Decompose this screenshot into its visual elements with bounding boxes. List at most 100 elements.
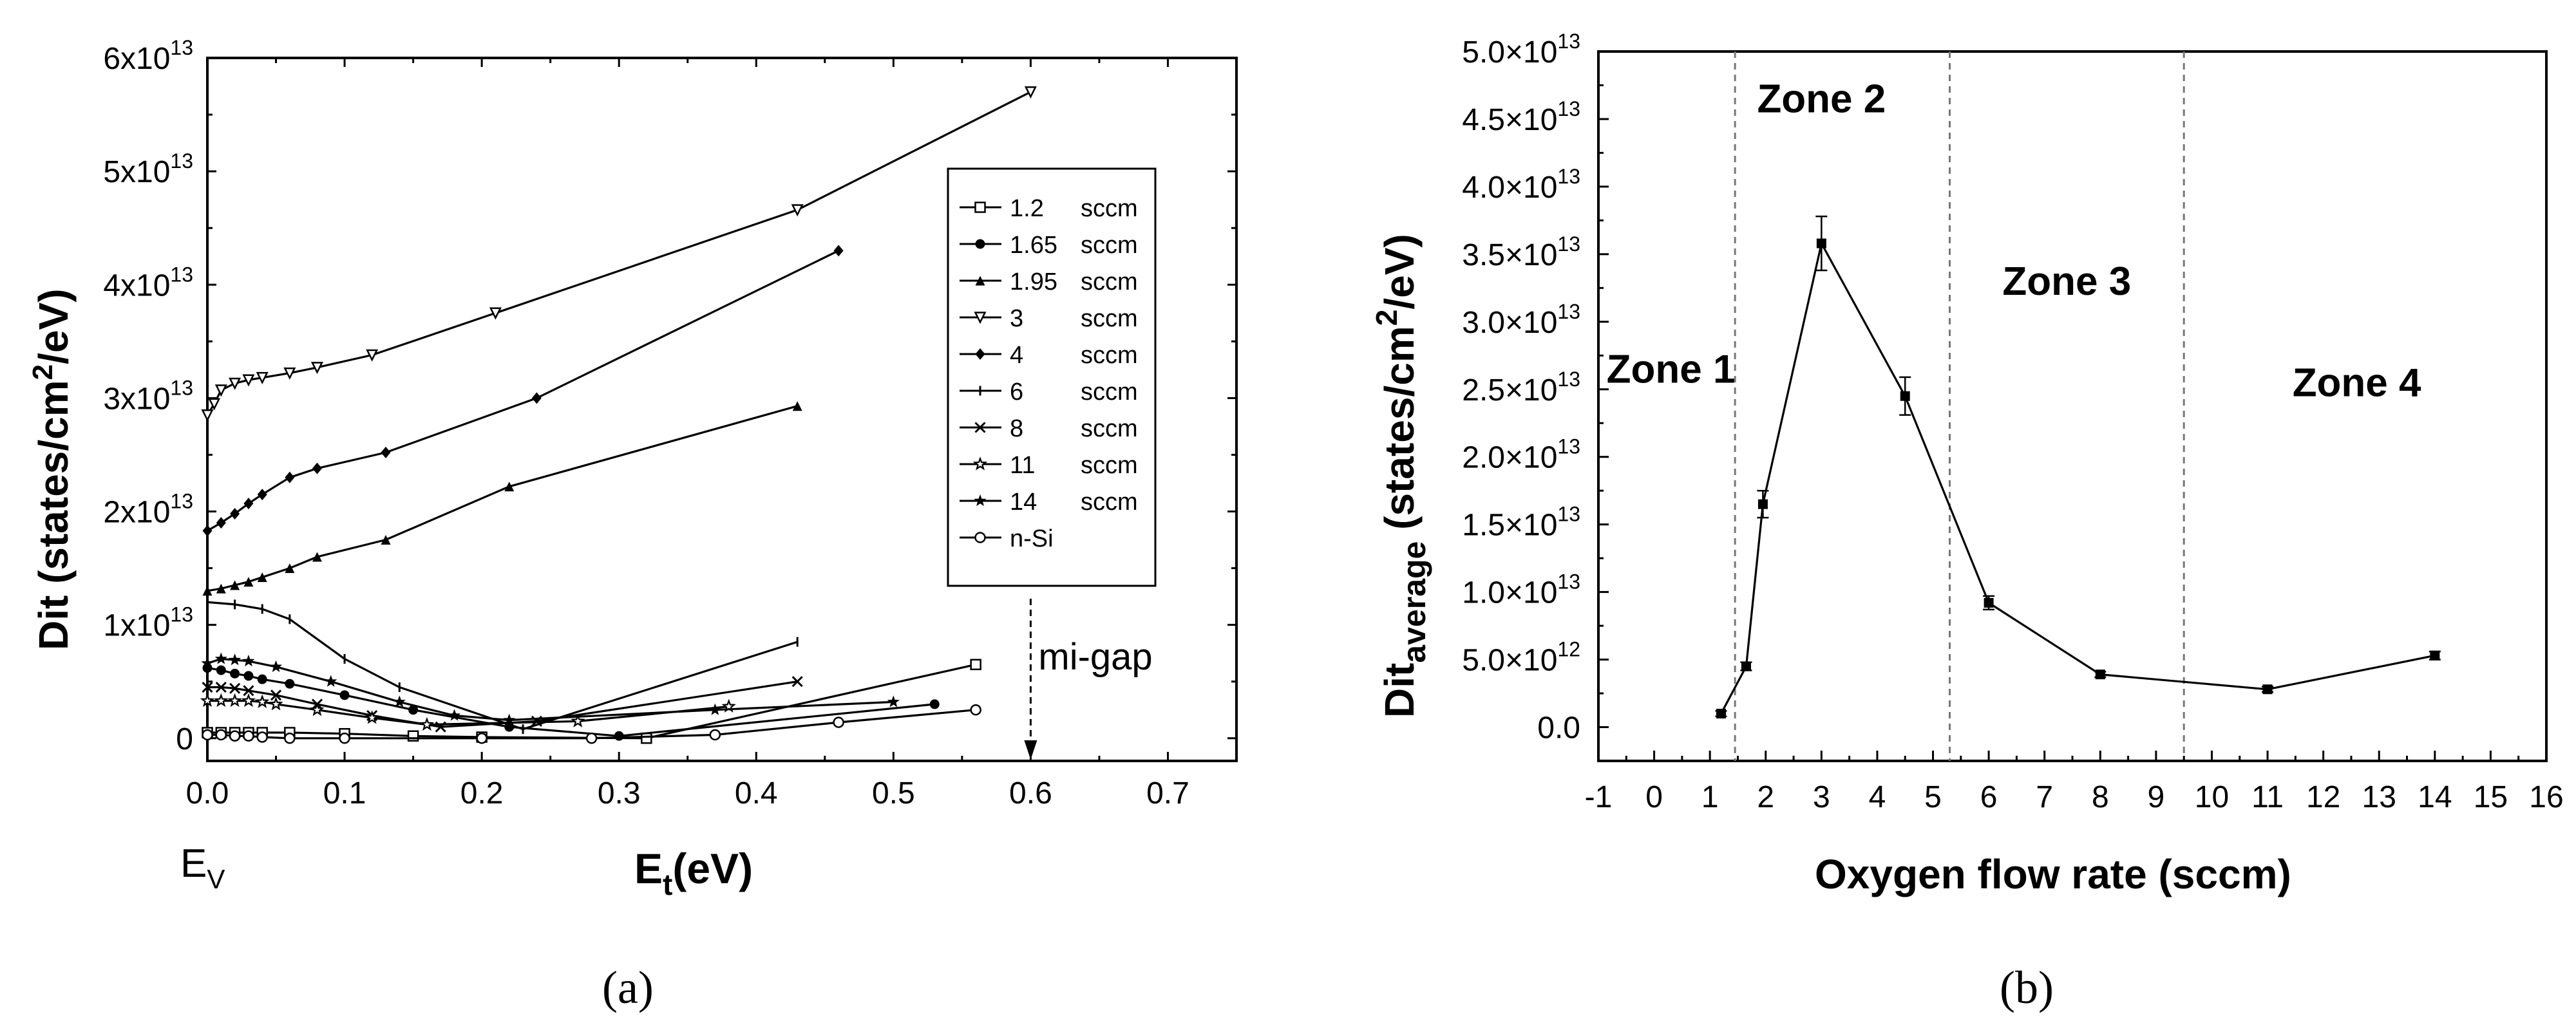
legend-unit: sccm: [1081, 489, 1138, 516]
y-tick-label-base: 5.0×10: [1462, 644, 1557, 678]
data-point: [208, 398, 221, 411]
series-line: [206, 91, 1032, 416]
x-tick-label: 12: [2306, 780, 2340, 814]
x-tick-label: 11: [2251, 780, 2284, 814]
legend-marker: [974, 422, 986, 433]
legend-marker: [974, 312, 987, 324]
data-point: [242, 374, 255, 387]
data-point: [1716, 709, 1726, 719]
legend-item: 4 sccm: [960, 342, 1138, 369]
y-tick-label-exponent: 13: [170, 490, 193, 513]
legend-marker: [975, 348, 985, 360]
x-tick-label: 0.1: [323, 776, 366, 810]
legend-unit: sccm: [1081, 452, 1138, 479]
y-tick-label-base: 1.0×10: [1462, 576, 1557, 610]
data-point: [1757, 499, 1768, 509]
legend-item: 1.95 sccm: [960, 268, 1138, 295]
legend-unit: sccm: [1081, 195, 1138, 222]
y-tick-label: 5.0×1013: [1462, 30, 1580, 70]
y-tick-label-base: 1.5×10: [1462, 509, 1557, 543]
legend-name: 1.65: [1010, 232, 1057, 259]
data-point: [708, 703, 721, 715]
data-point: [325, 675, 337, 687]
y-tick-label-base: 2.5×10: [1462, 373, 1557, 407]
y-tick-label-exponent: 13: [1557, 30, 1580, 53]
data-point: [310, 362, 323, 375]
data-point: [310, 702, 325, 716]
caption-a: (a): [602, 962, 654, 1013]
data-point: [614, 731, 624, 741]
data-point: [503, 713, 516, 726]
caption-b: (b): [2000, 962, 2054, 1013]
series-line: [207, 663, 976, 740]
x-tick-label: 0.7: [1146, 776, 1189, 810]
y-tick-label: 1.0×1013: [1462, 570, 1580, 610]
data-point: [339, 733, 350, 744]
data-point: [929, 699, 940, 709]
data-point: [241, 693, 256, 707]
y-tick-label-base: 0: [176, 722, 193, 756]
data-point: [215, 729, 227, 741]
y-tick-label: 4.0×1013: [1462, 165, 1580, 205]
y-tick-label-base: 3.0×10: [1462, 306, 1557, 340]
data-point: [216, 517, 226, 529]
y-tick-label-base: 5.0×10: [1462, 35, 1557, 70]
y-tick-label-exponent: 13: [170, 376, 193, 399]
panel-a-y-axis-title: Dit (states/cm2/eV): [27, 288, 77, 650]
y-tick-label: 0.0: [1537, 711, 1580, 745]
y-tick-label: 1.5×1013: [1462, 503, 1580, 543]
legend-item: n-Si: [960, 525, 1054, 552]
data-point: [476, 733, 488, 744]
data-point: [269, 697, 283, 711]
data-point: [216, 583, 226, 594]
panel-b-y-axis-title: Ditaverage (states/cm2/eV): [1370, 234, 1432, 718]
y-tick-label-exponent: 13: [170, 149, 193, 173]
y-tick-label-exponent: 13: [170, 36, 193, 59]
data-point: [214, 693, 229, 707]
data-point: [791, 204, 804, 217]
y-tick-label-base: 6x10: [103, 42, 170, 76]
data-point: [243, 577, 254, 587]
series-1-95: [202, 401, 802, 596]
x-tick-label: 2: [1757, 780, 1774, 814]
x-tick-label: 6: [1980, 780, 1998, 814]
y-tick-label: 3.0×1013: [1462, 300, 1580, 340]
data-point: [571, 713, 585, 727]
midgap-arrow-icon: [1024, 740, 1037, 760]
legend-name: 1.95: [1010, 268, 1057, 295]
legend-items: 1.2 sccm 1.65 sccm 1.95 sccm 3 sccm 4 sccm 6 sccm 8 s…: [960, 195, 1138, 552]
data-point: [216, 665, 226, 675]
data-point: [1024, 86, 1037, 99]
data-point: [202, 681, 213, 693]
legend-marker: [974, 494, 987, 507]
x-tick-label: 3: [1813, 780, 1830, 814]
data-point: [791, 676, 803, 688]
x-tick-label: -1: [1585, 780, 1613, 814]
data-point: [408, 705, 419, 715]
data-point: [489, 307, 502, 320]
data-point: [1741, 661, 1751, 671]
data-point: [970, 704, 981, 716]
data-point: [312, 552, 322, 562]
y-tick-label: 4.5×1013: [1462, 97, 1580, 137]
y-tick-label: 2x1013: [103, 490, 193, 530]
x-tick-label: 5: [1924, 780, 1942, 814]
data-point: [229, 682, 241, 694]
y-tick-label: 5.0×1012: [1462, 638, 1580, 678]
x-tick-label: 9: [2148, 780, 2165, 814]
data-point: [1984, 597, 1994, 608]
y-tick-label-base: 5x10: [103, 155, 170, 189]
data-point: [970, 659, 981, 671]
data-point: [283, 367, 296, 380]
legend-unit: sccm: [1081, 268, 1138, 295]
data-point: [229, 377, 242, 390]
legend-item: 11 sccm: [960, 452, 1138, 479]
data-point: [230, 508, 240, 520]
panel-b-plot-frame: [1597, 50, 2548, 762]
series-1-65: [202, 663, 940, 741]
y-tick-label: 4x1013: [103, 263, 193, 303]
panel-a-x-ticks: 0.0 0.1 0.2 0.3 0.4 0.5 0.6 0.7: [186, 58, 1189, 810]
data-point: [230, 668, 240, 679]
